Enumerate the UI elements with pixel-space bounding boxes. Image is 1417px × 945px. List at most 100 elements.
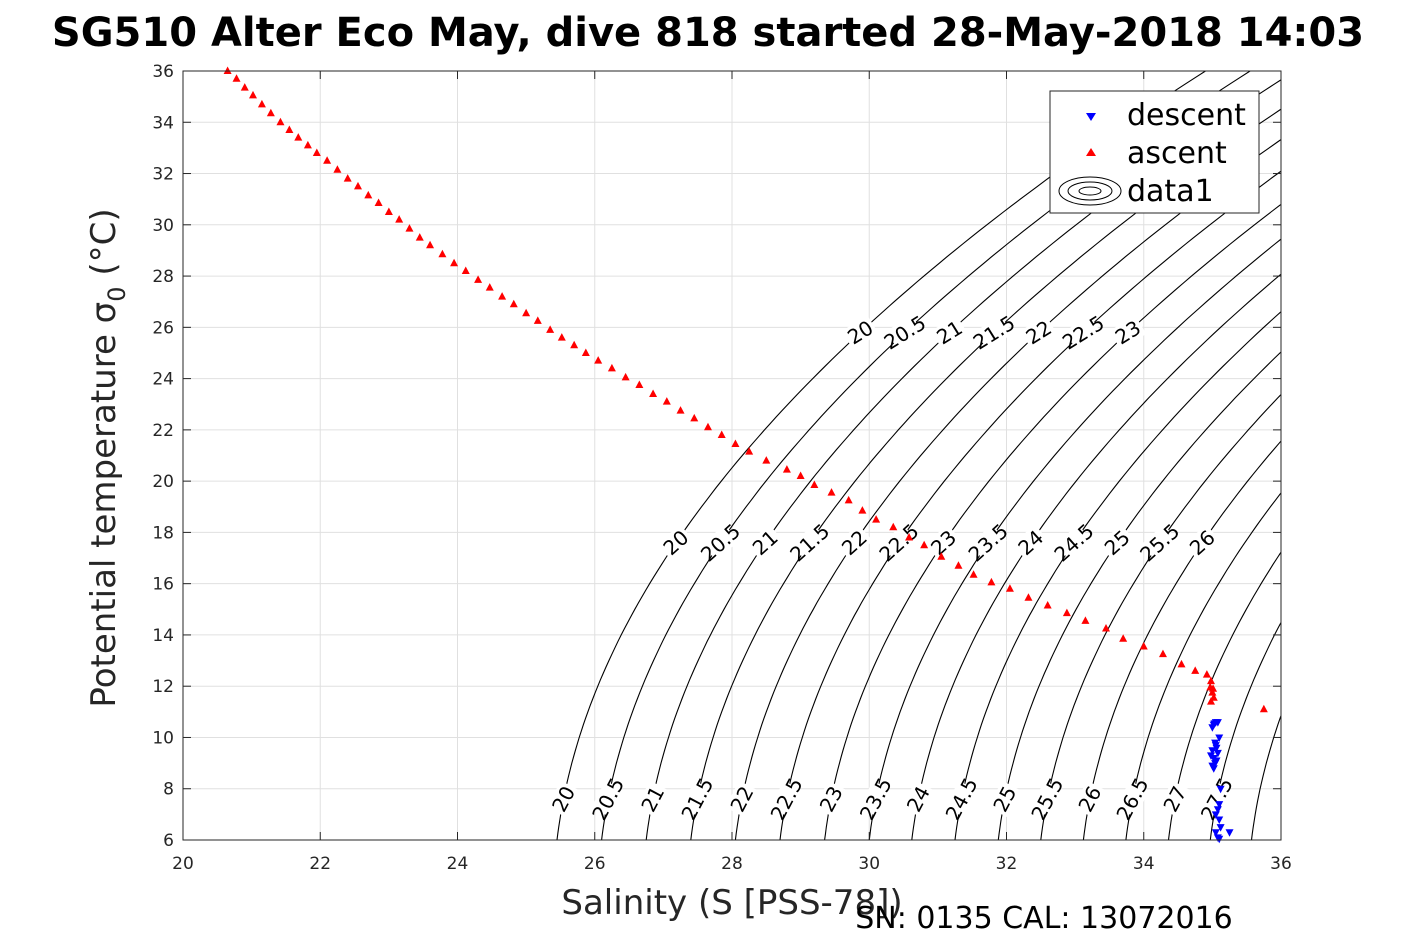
ascent-point — [731, 439, 740, 447]
contour-label: 22.5 — [1058, 310, 1108, 354]
contour-label-bg — [591, 780, 625, 818]
descent-point — [1213, 806, 1222, 814]
contour-label-bg — [791, 524, 829, 561]
ascent-point — [1005, 584, 1014, 592]
legend-ascent-marker — [1086, 148, 1096, 156]
contour-label: 22 — [725, 782, 758, 816]
ascent-point — [333, 165, 342, 173]
y-tick-label: 28 — [152, 267, 174, 287]
isopycnal-line — [779, 170, 1281, 840]
x-tick-label: 34 — [1133, 854, 1155, 874]
y-tick-label: 32 — [152, 165, 174, 185]
y-axis-label-main: Potential temperature σ — [84, 302, 124, 708]
descent-point — [1209, 765, 1218, 773]
ascent-point — [796, 471, 805, 480]
ascent-point — [889, 522, 898, 531]
descent-point — [1213, 749, 1222, 758]
ascent-point — [1209, 684, 1218, 692]
contour-label: 21 — [748, 525, 783, 560]
descent-point — [1216, 824, 1225, 832]
contour-label: 20.5 — [880, 310, 930, 354]
contour-label-bg — [680, 780, 715, 818]
contour-label: 21.5 — [969, 310, 1019, 354]
contour-label-bg — [1158, 780, 1192, 818]
descent-point — [1211, 811, 1220, 819]
y-tick-label: 18 — [152, 523, 174, 543]
ascent-point — [690, 413, 699, 422]
ascent-point — [498, 292, 507, 300]
x-tick-label: 36 — [1270, 854, 1292, 874]
ascent-point — [266, 108, 275, 117]
x-tick-label: 30 — [858, 854, 880, 874]
contour-label-bg — [859, 780, 893, 818]
descent-point — [1225, 829, 1234, 837]
ascent-point — [987, 577, 996, 586]
contour-label: 20.5 — [587, 774, 629, 825]
ascent-point — [533, 316, 542, 324]
ascent-point — [374, 198, 383, 207]
contour-label-bg — [841, 315, 879, 350]
x-tick-label: 32 — [996, 854, 1018, 874]
ascent-point — [232, 74, 241, 82]
ascent-point — [920, 540, 929, 549]
contour-label-bg — [746, 524, 784, 561]
ascent-point — [621, 372, 630, 381]
contour-label-bg — [1109, 315, 1147, 350]
contour-label: 24 — [902, 782, 935, 816]
ascent-point — [405, 224, 414, 232]
contour-label: 25 — [988, 782, 1021, 816]
ascent-point — [285, 125, 294, 133]
contour-label: 24.5 — [1049, 519, 1098, 567]
ascent-point — [607, 363, 616, 372]
ascent-point — [762, 456, 771, 464]
ascent-point — [1202, 670, 1211, 678]
isopycnal-line — [734, 138, 1281, 840]
contour-label: 20 — [547, 782, 580, 816]
ascent-point — [323, 156, 332, 164]
y-tick-label: 20 — [152, 472, 174, 492]
ascent-point — [248, 90, 257, 99]
ascent-point — [415, 233, 424, 241]
contour-label-bg — [769, 780, 804, 818]
legend-descent-label: descent — [1127, 98, 1246, 133]
ascent-point — [1207, 697, 1216, 705]
contour-label-bg — [546, 780, 581, 818]
ascent-point — [384, 207, 393, 215]
contour-label: 22 — [837, 525, 872, 560]
ascent-point — [649, 389, 658, 397]
isopycnal-line — [824, 203, 1281, 840]
contour-label-bg — [702, 524, 740, 561]
ascent-point — [954, 561, 963, 569]
descent-point — [1215, 816, 1224, 824]
y-tick-label: 16 — [152, 575, 174, 595]
descent-point — [1215, 801, 1224, 809]
ascent-point — [1119, 634, 1128, 642]
contour-label-bg — [975, 315, 1013, 350]
ascent-point — [450, 258, 459, 267]
x-tick-label: 20 — [172, 854, 194, 874]
ascent-point — [395, 215, 404, 223]
ascent-point — [257, 99, 266, 108]
isopycnal-line — [690, 108, 1281, 840]
y-axis-label: Potential temperature σ0 (°C) — [84, 208, 131, 707]
contour-label: 21 — [636, 782, 669, 816]
footer-sn-cal: SN: 0135 CAL: 13072016 — [855, 901, 1233, 936]
y-tick-label: 26 — [152, 318, 174, 338]
ascent-point — [546, 325, 555, 333]
isopycnal-line — [1125, 491, 1281, 840]
isopycnal-line — [997, 351, 1281, 840]
contour-label: 23.5 — [855, 774, 897, 825]
ascent-point — [717, 430, 726, 438]
ascent-point — [294, 133, 303, 141]
contour-label-bg — [1020, 315, 1058, 350]
contour-label-bg — [1200, 780, 1234, 818]
isopycnal-line — [556, 71, 1206, 840]
contour-label: 20.5 — [696, 519, 745, 567]
ascent-point — [522, 308, 531, 317]
contour-label: 20 — [658, 525, 693, 560]
descent-point — [1211, 829, 1220, 837]
ascent-point — [1043, 600, 1052, 609]
ascent-point — [1081, 616, 1090, 624]
contour-label-bg — [988, 780, 1022, 818]
